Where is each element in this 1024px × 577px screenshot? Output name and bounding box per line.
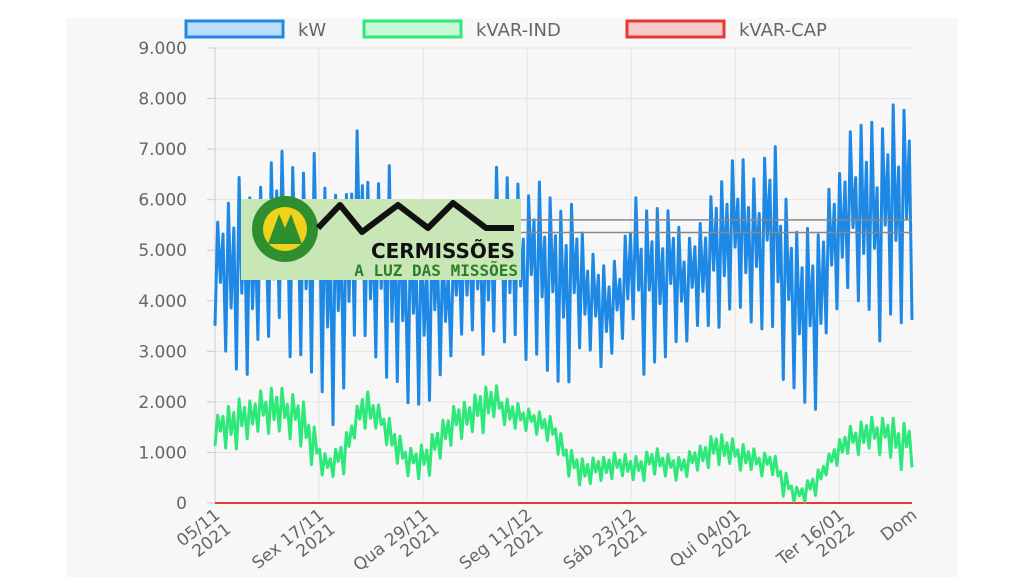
y-tick-label: 4.000 [138,292,187,312]
y-tick-label: 0 [176,494,187,514]
y-tick-label: 8.000 [138,90,187,110]
series-line-kw [213,103,914,427]
y-tick-label: 1.000 [138,443,187,463]
series-layer [213,103,914,504]
legend-swatch [184,19,285,39]
legend-label: kVAR-IND [476,20,561,41]
legend-swatch [362,19,463,39]
logo-name: CERMISSÕES [371,239,515,263]
y-tick-label: 7.000 [138,140,187,160]
y-axis: 9.000 8.000 7.000 6.000 5.000 4.000 3.000 2.000… [138,39,215,514]
legend-label: kVAR-CAP [739,20,827,41]
y-tick-label: 5.000 [138,241,187,261]
company-logo: CERMISSÕES A LUZ DAS MISSÕES [241,196,521,280]
y-tick-label: 2.000 [138,393,187,413]
legend-label: kW [298,20,326,41]
y-tick-label: 9.000 [138,39,187,59]
logo-emblem-mark-icon [268,214,302,244]
series-line-kvar-ind [213,384,914,504]
logo-mountain-wave-icon [315,200,514,235]
legend: kW kVAR-IND kVAR-CAP [184,19,827,41]
y-tick-label: 6.000 [138,191,187,211]
legend-swatch [625,19,726,39]
y-tick-label: 3.000 [138,342,187,362]
logo-slogan: A LUZ DAS MISSÕES [354,261,518,280]
